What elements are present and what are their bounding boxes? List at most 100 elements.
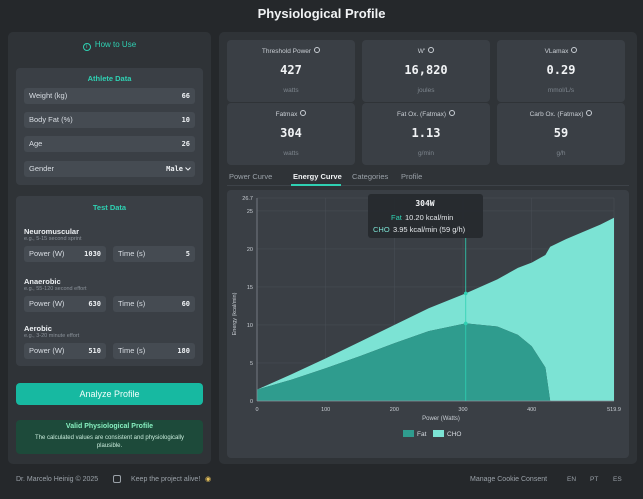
y-tick-label: 5: [250, 361, 253, 367]
aerobic-power-field[interactable]: Power (W) 510: [24, 343, 106, 359]
metric-value: 16,820: [404, 63, 448, 77]
metric-unit: watts: [283, 150, 299, 157]
metric-value: 1.13: [411, 126, 441, 140]
how-to-use-link[interactable]: i How to Use: [8, 38, 211, 52]
metric-unit: mmol/L/s: [547, 87, 575, 94]
language-en[interactable]: EN: [567, 476, 577, 483]
fat-hover-point: [463, 321, 468, 326]
time-value: 180: [177, 347, 190, 355]
athlete-data-title: Athlete Data: [87, 74, 132, 83]
info-icon[interactable]: [300, 110, 307, 116]
y-tick-label: 15: [247, 285, 253, 291]
legend-swatch-fat: [403, 430, 414, 437]
test-data-card: Test Data Neuromuscular e.g., 5-15 secon…: [16, 196, 203, 366]
anaerobic-hint: e.g., 55-120 second effort: [24, 286, 87, 292]
validation-title: Valid Physiological Profile: [65, 423, 154, 430]
anaerobic-power-field[interactable]: Power (W) 630: [24, 296, 106, 312]
tab-categories[interactable]: Categories: [352, 172, 389, 181]
tab-power-curve[interactable]: Power Curve: [229, 172, 273, 181]
tab-divider: [227, 185, 629, 186]
tooltip-title: 304W: [415, 199, 434, 208]
how-to-use-label: How to Use: [94, 40, 137, 49]
power-value: 630: [88, 300, 101, 308]
x-tick-label: 300: [458, 407, 467, 413]
power-value: 1030: [84, 250, 101, 258]
metric-w-prime: W' 16,820 joules: [362, 40, 490, 102]
weight-label: Weight (kg): [29, 91, 68, 100]
input-panel: i How to Use Athlete Data Weight (kg) 66 …: [8, 32, 211, 464]
metric-name: Carb Ox. (Fatmax): [529, 111, 584, 118]
info-icon[interactable]: [571, 47, 578, 53]
x-tick-label: 100: [321, 407, 330, 413]
time-value: 60: [181, 300, 190, 308]
info-icon[interactable]: [314, 47, 321, 53]
tab-energy-curve[interactable]: Energy Curve: [293, 172, 342, 181]
y-tick-label: 10: [247, 323, 253, 329]
validation-description: The calculated values are consistent and…: [34, 435, 185, 449]
power-label: Power (W): [29, 346, 65, 355]
chart-tooltip: 304W Fat 10.20 kcal/min CHO 3.95 kcal/mi…: [368, 194, 483, 238]
neuromuscular-power-field[interactable]: Power (W) 1030: [24, 246, 106, 262]
x-tick-label: 0: [255, 407, 258, 413]
x-axis-label: Power (Watts): [422, 416, 460, 422]
gender-label: Gender: [29, 164, 55, 173]
power-label: Power (W): [29, 299, 65, 308]
metric-fatmax: Fatmax 304 watts: [227, 103, 355, 165]
tab-profile[interactable]: Profile: [401, 172, 423, 181]
neuromuscular-hint: e.g., 5-15 second sprint: [24, 236, 82, 242]
manage-cookie-consent-link[interactable]: Manage Cookie Consent: [470, 476, 548, 483]
metric-name: Threshold Power: [261, 48, 312, 55]
time-label: Time (s): [118, 346, 146, 355]
cho-hover-point: [463, 291, 468, 296]
metric-carb-oxidation: Carb Ox. (Fatmax) 59 g/h: [497, 103, 625, 165]
chart-hover: [463, 238, 468, 401]
age-field[interactable]: Age 26: [24, 136, 195, 152]
anaerobic-time-field[interactable]: Time (s) 60: [113, 296, 195, 312]
age-label: Age: [29, 139, 43, 148]
metric-threshold-power: Threshold Power 427 watts: [227, 40, 355, 102]
metric-value: 59: [553, 126, 569, 140]
weight-field[interactable]: Weight (kg) 66: [24, 88, 195, 104]
language-pt[interactable]: PT: [590, 476, 599, 483]
body-fat-value: 10: [181, 116, 190, 124]
aerobic-time-field[interactable]: Time (s) 180: [113, 343, 195, 359]
chart-axes: [256, 198, 614, 402]
aerobic-hint: e.g., 3-20 minute effort: [24, 333, 80, 339]
y-tick-label: 25: [247, 209, 253, 215]
instagram-icon[interactable]: [113, 475, 121, 483]
results-panel: Threshold Power 427 watts W' 16,820 joul…: [219, 32, 637, 464]
time-label: Time (s): [118, 299, 146, 308]
x-tick-label: 400: [527, 407, 536, 413]
metric-unit: g/min: [418, 150, 434, 157]
gender-select[interactable]: Gender Male: [24, 161, 195, 177]
analyze-profile-button[interactable]: Analyze Profile: [16, 383, 203, 405]
cho-area: [257, 217, 614, 401]
chart-tabs: Power Curve Energy Curve Categories Prof…: [227, 170, 637, 186]
language-es[interactable]: ES: [613, 476, 622, 483]
legend-swatch-cho: [433, 430, 444, 437]
aerobic-title: Aerobic: [24, 324, 52, 333]
energy-curve-chart[interactable]: 0 100 200 300 400 519.9 0 5 10 15 20 25 26.7 Power (…: [227, 190, 629, 458]
tooltip-cho-label: CHO: [373, 225, 390, 234]
age-value: 26: [181, 140, 190, 148]
footer-support-link[interactable]: Keep the project alive!: [131, 476, 201, 483]
neuromuscular-time-field[interactable]: Time (s) 5: [113, 246, 195, 262]
power-value: 510: [88, 347, 101, 355]
y-tick-label: 0: [250, 399, 253, 405]
metric-unit: g/h: [556, 150, 566, 157]
info-icon[interactable]: [428, 47, 435, 53]
lightbulb-icon: ◉: [205, 476, 212, 483]
tooltip-cho-value: 3.95 kcal/min (59 g/h): [393, 225, 466, 234]
metric-vlamax: VLamax 0.29 mmol/L/s: [497, 40, 625, 102]
tooltip-box: [368, 194, 483, 238]
validation-message: Valid Physiological Profile The calculat…: [16, 420, 203, 454]
metric-value: 427: [280, 63, 302, 77]
body-fat-field[interactable]: Body Fat (%) 10: [24, 112, 195, 128]
info-icon[interactable]: [586, 110, 593, 116]
y-axis-label: Energy (kcal/min): [232, 292, 238, 335]
time-label: Time (s): [118, 249, 146, 258]
metric-name: VLamax: [544, 48, 569, 55]
info-icon[interactable]: [449, 110, 456, 116]
chart-legend: Fat CHO: [403, 430, 461, 438]
chart-areas: [257, 217, 614, 401]
